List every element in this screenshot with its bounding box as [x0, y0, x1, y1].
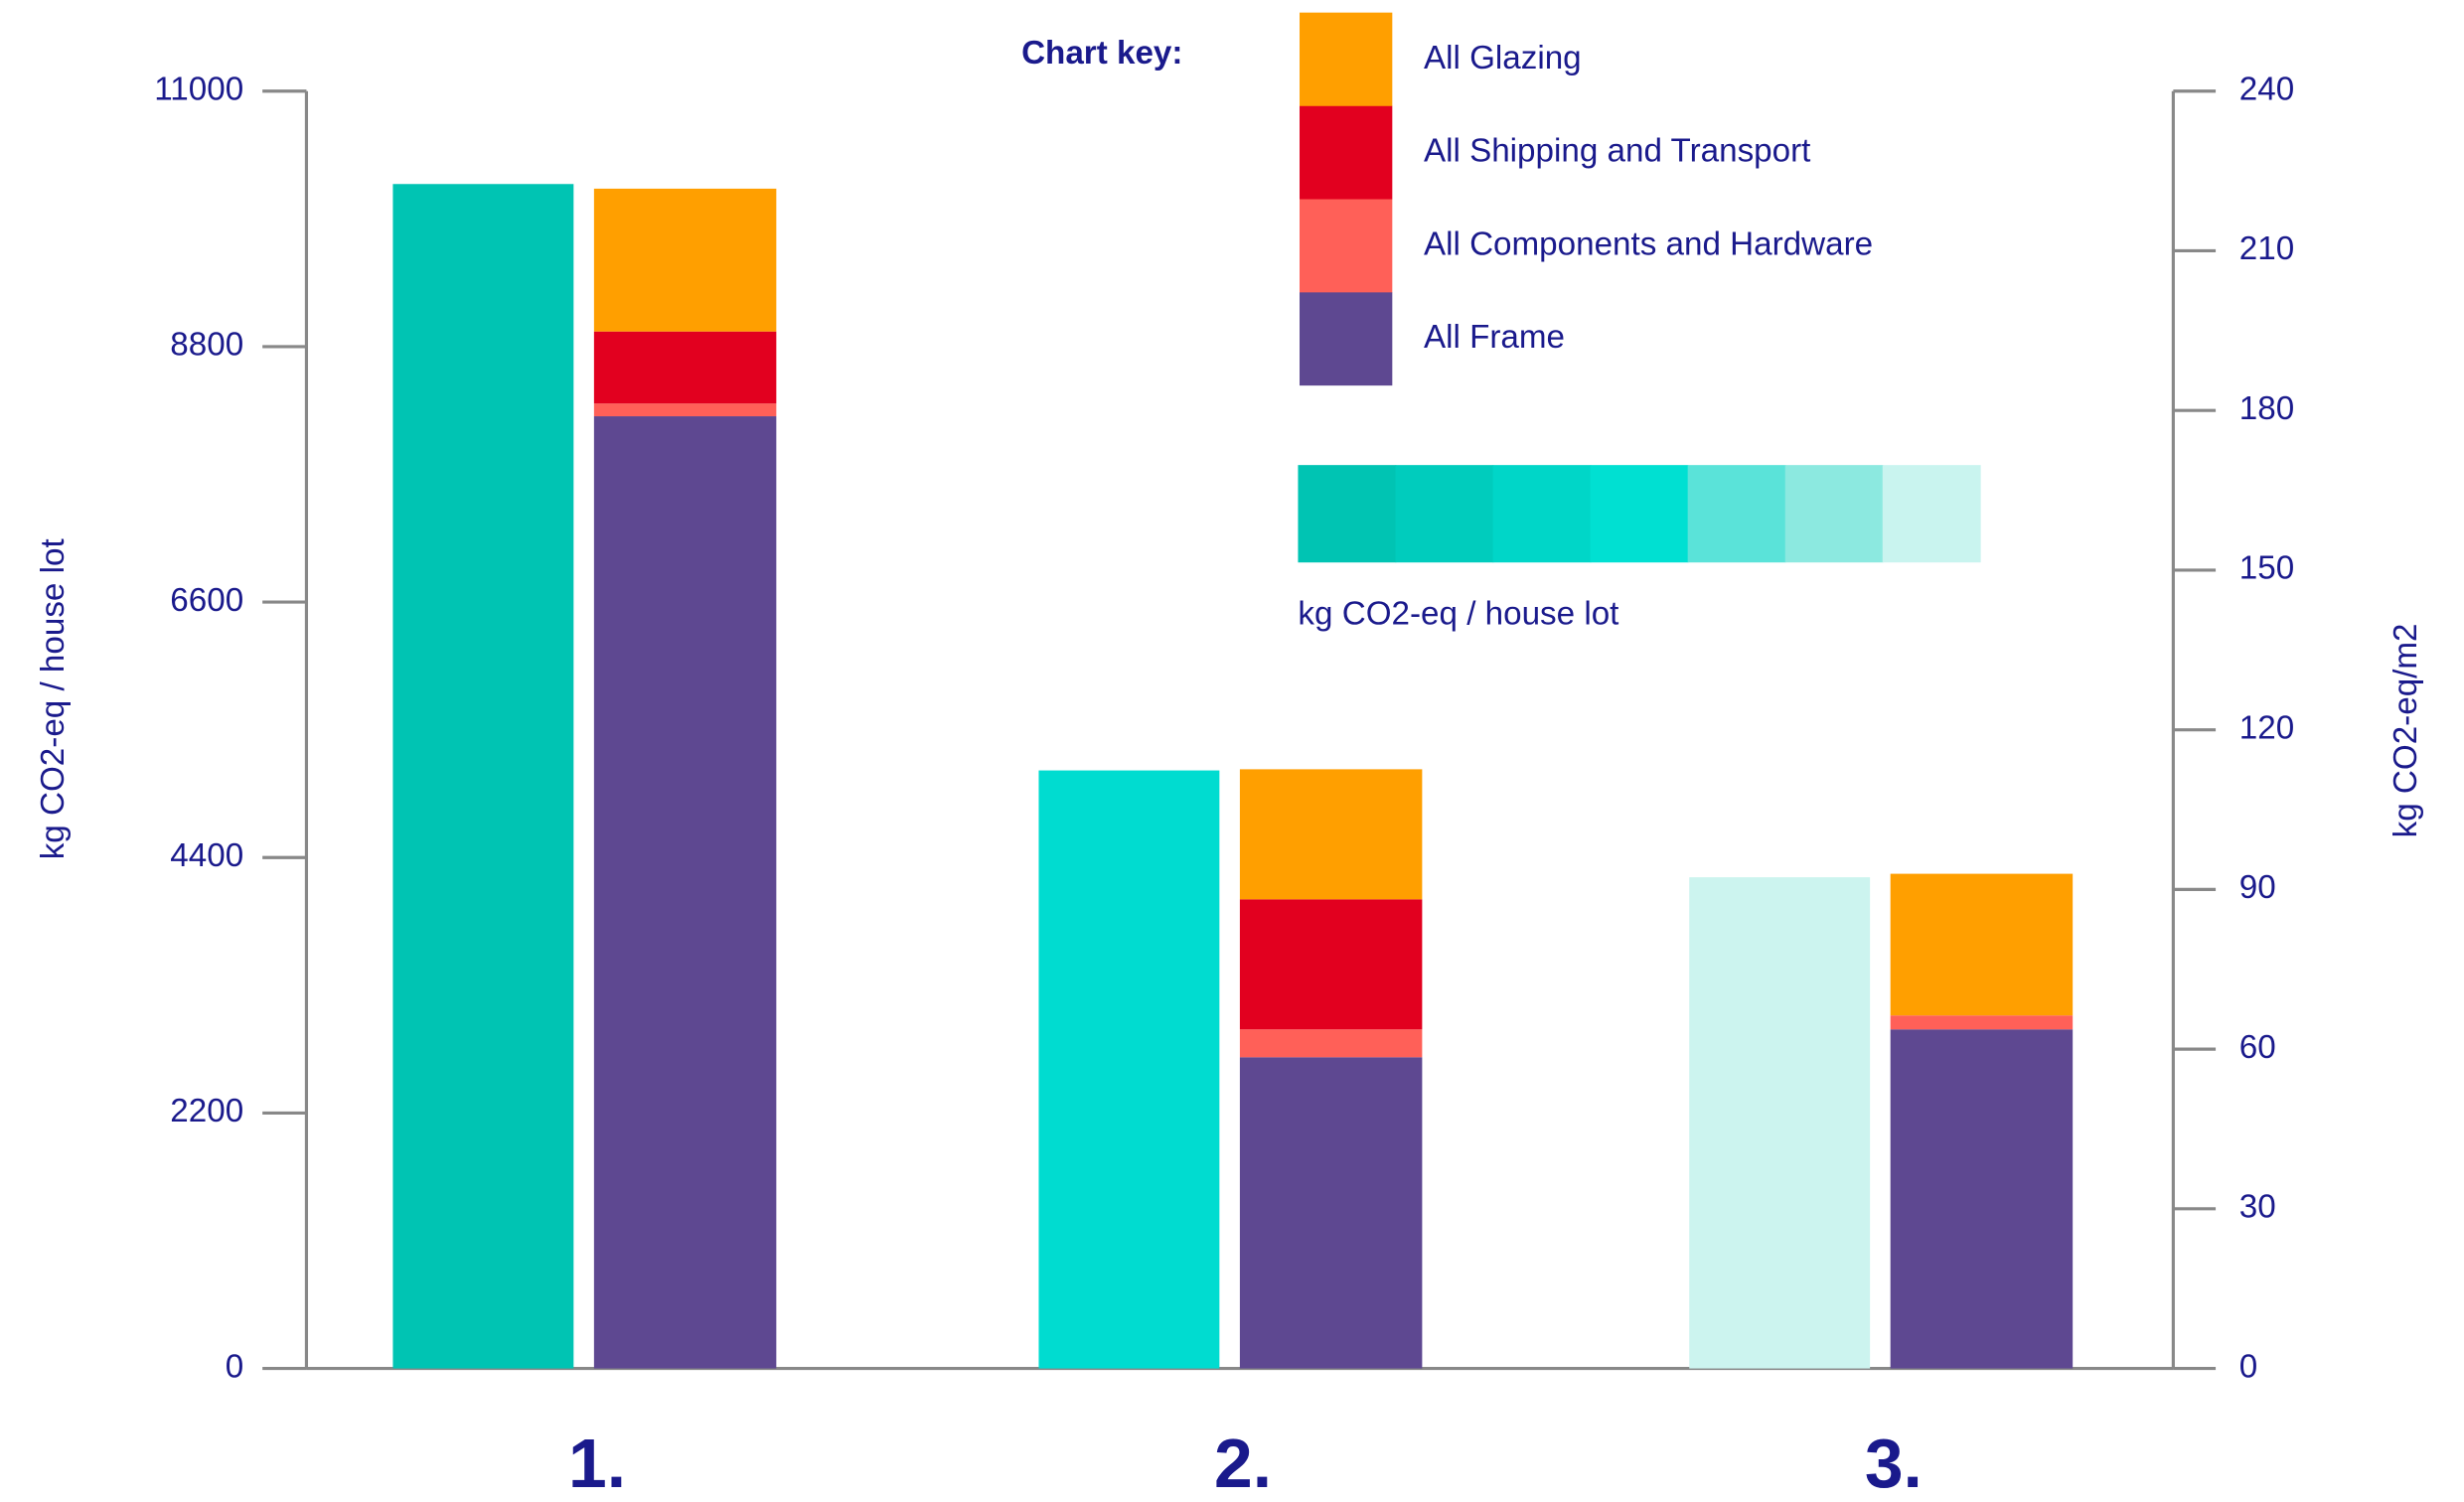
stack-segment	[1239, 769, 1423, 900]
total-bar	[392, 184, 574, 1369]
stack-segment	[1239, 1057, 1423, 1369]
legend-gradient-cell	[1298, 465, 1397, 563]
stack-segment	[593, 416, 777, 1369]
y-tick-label: 4400	[170, 837, 243, 874]
legend-gradient-label: kg CO2-eq / house lot	[1298, 596, 1618, 633]
stack-segment	[593, 331, 777, 404]
legend-gradient-cell	[1395, 465, 1494, 563]
y2-tick-label: 150	[2239, 550, 2294, 587]
legend-gradient-cell	[1882, 465, 1981, 563]
legend-gradient-cell	[1687, 465, 1786, 563]
legend-swatch	[1300, 12, 1393, 106]
y2-tick-label: 60	[2239, 1029, 2276, 1066]
y2-tick-label: 0	[2239, 1348, 2257, 1385]
y2-tick-label: 90	[2239, 869, 2276, 906]
legend-gradient-cell	[1784, 465, 1884, 563]
legend-title: Chart key:	[1021, 35, 1182, 72]
y2-tick-label: 120	[2239, 709, 2294, 746]
stack-segment	[593, 403, 777, 417]
legend-swatch	[1300, 199, 1393, 293]
stack-segment	[1890, 1015, 2074, 1030]
y2-axis-label: kg CO2-eq/m2	[2387, 623, 2424, 837]
stack-segment	[1890, 873, 2074, 1016]
legend-gradient-cell	[1492, 465, 1592, 563]
total-bar	[1038, 770, 1220, 1369]
stack-segment	[1239, 1029, 1423, 1058]
x-tick-label: 1.	[568, 1425, 626, 1502]
legend-label: All Components and Hardware	[1424, 225, 1873, 262]
legend-swatch	[1300, 105, 1393, 200]
x-tick-label: 3.	[1865, 1425, 1923, 1502]
y2-tick-label: 30	[2239, 1189, 2276, 1226]
y2-tick-label: 210	[2239, 230, 2294, 267]
y-tick-label: 2200	[170, 1093, 243, 1129]
y-tick-label: 11000	[154, 71, 243, 107]
legend-gradient-cell	[1590, 465, 1689, 563]
y-axis-label: kg CO2-eq / house lot	[35, 538, 72, 859]
y-tick-label: 0	[226, 1348, 243, 1385]
legend-label: All Glazing	[1424, 40, 1582, 76]
y2-tick-label: 240	[2239, 71, 2294, 107]
y-tick-label: 6600	[170, 582, 243, 619]
legend-label: All Shipping and Transport	[1424, 133, 1810, 170]
legend-label: All Frame	[1424, 319, 1565, 356]
legend-swatch	[1300, 292, 1393, 386]
stack-segment	[1239, 899, 1423, 1030]
y-tick-label: 8800	[170, 327, 243, 364]
total-bar	[1689, 877, 1871, 1369]
x-tick-label: 2.	[1214, 1425, 1272, 1502]
stack-segment	[1890, 1029, 2074, 1369]
stack-segment	[593, 188, 777, 332]
y2-tick-label: 180	[2239, 390, 2294, 427]
